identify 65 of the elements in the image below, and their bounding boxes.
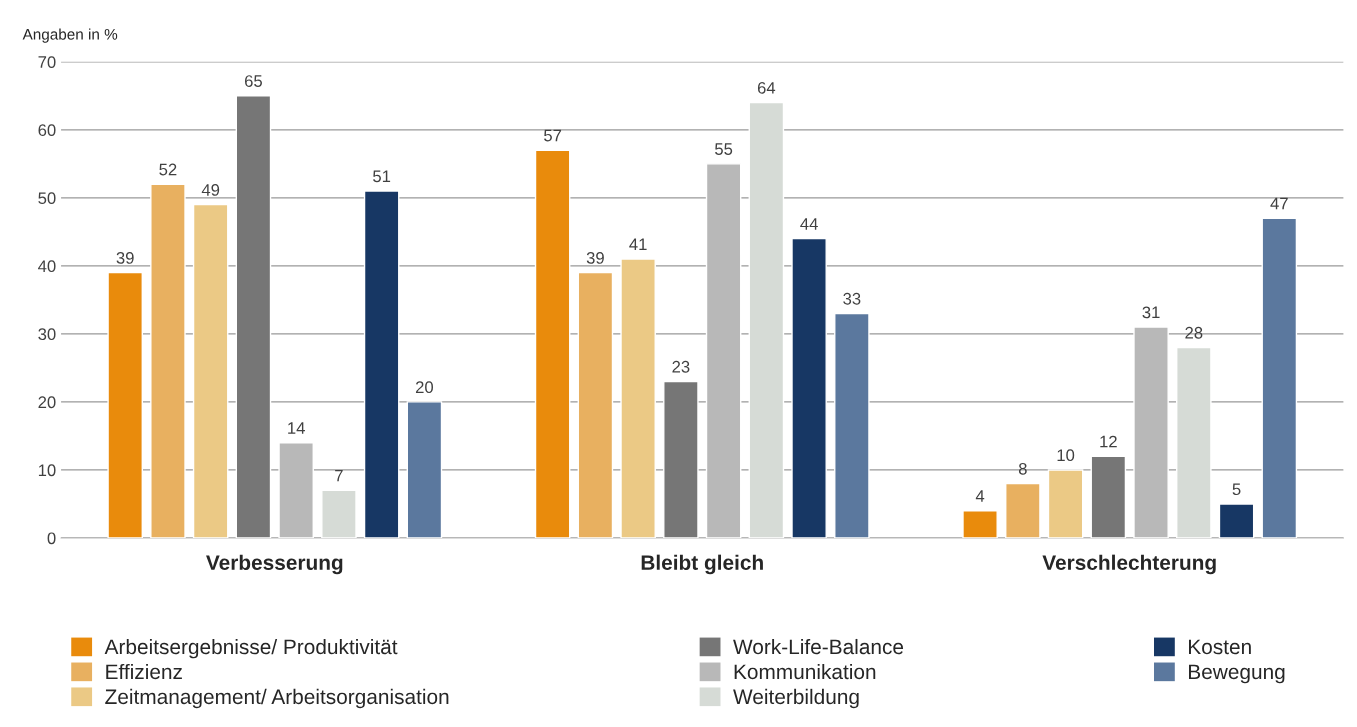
bar [321,489,357,538]
data-label: 12 [1100,435,1117,448]
data-label: 44 [800,218,818,230]
bar [791,237,827,538]
data-label: 65 [245,75,262,87]
data-label: 5 [1232,483,1241,496]
bar [107,271,143,538]
bar [235,95,272,538]
y-tick-label: 10 [38,464,56,477]
data-label: 31 [1142,306,1160,319]
bar [1047,469,1084,538]
data-label: 4 [975,490,985,502]
data-label: 23 [672,360,690,373]
bar [192,203,229,538]
legend-label: Bewegung [1189,664,1285,684]
bar [534,149,571,538]
bar [150,183,186,538]
y-tick-label: 70 [38,56,56,68]
data-label: 47 [1270,197,1288,210]
y-tick-label: 20 [38,396,56,409]
y-tick-label: 50 [38,192,56,205]
data-label: 41 [629,238,647,251]
legend-label: Work-Life-Balance [733,638,904,655]
y-axis-title: Angaben in % [22,28,118,43]
bar [577,271,614,538]
x-tick-label: Bleibt gleich [641,554,763,575]
legend-label: Kosten [1189,639,1251,655]
bar [1005,482,1041,538]
data-label: 14 [288,422,305,434]
bar [406,401,443,538]
legend-label: Effizienz [106,663,182,680]
bar [1176,346,1212,538]
data-label: 39 [586,252,604,264]
data-label: 28 [1185,326,1203,339]
legend-label: Zeitmanagement/ Arbeitsorganisation [105,688,449,709]
data-label: 52 [159,163,177,176]
data-label: 57 [544,129,562,142]
y-tick-label: 30 [38,328,56,341]
data-label: 8 [1018,462,1027,475]
data-label: 10 [1057,449,1075,462]
data-label: 20 [415,381,434,394]
data-label: 64 [757,81,776,94]
bar [834,312,870,538]
bar [1218,503,1255,538]
data-label: 39 [116,252,134,264]
bar [663,380,699,538]
bar [363,190,400,538]
y-tick-label: 40 [38,260,56,273]
y-tick-label: 0 [47,532,56,545]
x-tick-label: Verbesserung [206,554,343,575]
legend-label: Kommunikation [734,663,876,680]
bar [620,258,656,538]
bar [1261,217,1298,538]
data-label: 51 [373,170,391,183]
y-tick-label: 60 [38,124,56,137]
bar [962,510,998,538]
legend-label: Arbeitsergebnisse/ Produktivität [104,638,398,659]
data-label: 49 [201,184,220,196]
bar [748,101,785,538]
bar [1090,455,1127,538]
x-tick-label: Verschlechterung [1042,554,1216,575]
data-label: 55 [715,143,733,155]
legend-label: Weiterbildung [733,688,859,709]
data-label: 33 [843,292,861,305]
data-label: 7 [335,469,343,482]
